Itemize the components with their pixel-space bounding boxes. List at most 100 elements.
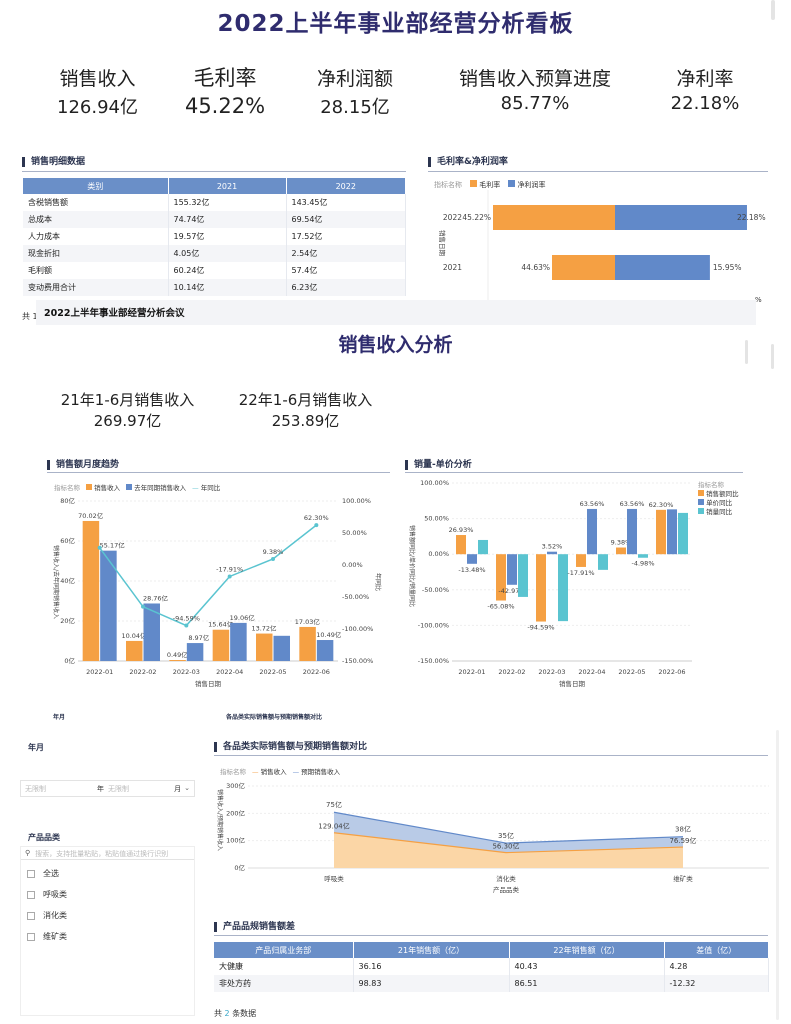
table-cell: 155.32亿	[168, 194, 287, 211]
column-header[interactable]: 2022	[286, 178, 406, 194]
checkbox-digestive[interactable]: 消化类	[27, 910, 194, 921]
kpi-22-sales: 22年1-6月销售收入 253.89亿	[238, 391, 373, 430]
divider	[214, 935, 768, 936]
table-row[interactable]: 变动费用合计 10.14亿 6.23亿	[23, 279, 406, 296]
bar	[678, 512, 688, 555]
table-cell: 17.52亿	[286, 228, 406, 245]
x-tick-label: 2022-05	[618, 668, 645, 676]
category-search-input[interactable]: ⚲ 搜索，支持批量粘贴，粘贴值通过换行识别	[21, 847, 194, 860]
data-label: 62.30%	[304, 514, 329, 522]
line-point	[227, 574, 232, 579]
y-axis-label: 销售收入/去年同期销售收入	[52, 545, 60, 619]
data-label: 17.03亿	[295, 617, 321, 626]
column-header[interactable]: 22年销售额（亿）	[509, 942, 665, 958]
y-tick-label: 0.00%	[428, 550, 449, 558]
bar	[558, 554, 568, 622]
bar	[316, 640, 334, 661]
divider	[47, 472, 390, 473]
line-point	[184, 623, 189, 628]
x-axis-label: 产品品类	[493, 885, 520, 894]
table-cell: 36.16	[353, 958, 510, 975]
legend-item[interactable]: 销售收入	[86, 482, 120, 492]
table-row[interactable]: 含税销售额 155.32亿 143.45亿	[23, 194, 406, 211]
data-label: -17.91%	[567, 569, 594, 577]
monthly-chart: 0亿 20亿 40亿 60亿 80亿 -150.00% -100.00% -50.00% 0.0…	[52, 496, 382, 688]
area-chart-title: 各品类实际销售额与预期销售额对比	[214, 742, 367, 752]
y-tick-label: -150.00%	[418, 657, 449, 665]
month-unit: 月	[174, 785, 182, 793]
scrollbar[interactable]	[771, 344, 774, 369]
month-filter-label: 年月	[28, 743, 44, 752]
margin-chart: 2022 45.22% 22.18% 2021 44.63% 15.95% 销售日期	[438, 190, 766, 300]
month-input[interactable]: 无限制	[108, 785, 129, 793]
data-label: 44.63%	[521, 263, 550, 272]
column-header[interactable]: 2021	[168, 178, 287, 194]
scrollbar[interactable]	[745, 340, 748, 364]
data-label: -65.08%	[487, 603, 514, 611]
table-cell: 含税销售额	[23, 194, 169, 211]
volume-price-chart: -150.00% -100.00% -50.00% 0.00% 50.00% 100.00…	[408, 479, 692, 688]
checkbox-all[interactable]: 全选	[27, 868, 194, 879]
chevron-down-icon[interactable]: ⌄	[184, 784, 190, 792]
data-label: -42.97%	[498, 587, 525, 595]
y2-tick-label: -100.00%	[342, 625, 373, 633]
table-row[interactable]: 总成本 74.74亿 69.54亿	[23, 211, 406, 228]
column-header[interactable]: 产品归属业务部	[214, 942, 354, 958]
legend-item[interactable]: — 预期销售收入	[292, 768, 341, 776]
legend-item[interactable]: 净利润率	[508, 180, 545, 190]
legend-item[interactable]: 去年同期销售收入	[126, 482, 186, 492]
line-point	[314, 523, 319, 528]
legend-item[interactable]: — 销售收入	[252, 768, 287, 776]
y-tick-label: -100.00%	[418, 621, 449, 629]
x-tick-label: 维矿类	[673, 874, 693, 883]
data-label: 62.30%	[649, 501, 674, 509]
table-row[interactable]: 人力成本 19.57亿 17.52亿	[23, 228, 406, 245]
y2-tick-label: 50.00%	[342, 529, 367, 537]
scrollbar[interactable]	[771, 0, 775, 20]
legend-item[interactable]: — 年同比	[192, 484, 221, 492]
line-sales	[333, 832, 684, 854]
scrollbar[interactable]	[776, 730, 779, 1020]
table-row[interactable]: 毛利额 60.24亿 57.4亿	[23, 262, 406, 279]
table-cell: 4.28	[664, 958, 769, 975]
x-tick-label: 2022-04	[216, 668, 243, 676]
legend-item[interactable]: 销售额同比	[698, 490, 739, 499]
y-tick-label: 20亿	[60, 616, 75, 625]
detail-table-footer: 共 1	[22, 312, 38, 321]
year-input[interactable]: 无限制	[25, 785, 46, 793]
bar	[496, 554, 506, 601]
y-tick-label: 300亿	[226, 781, 245, 790]
divider	[405, 472, 743, 473]
table-row[interactable]: 大健康 36.16 40.43 4.28	[214, 958, 769, 975]
section-title: 销售收入分析	[338, 334, 453, 356]
legend-item[interactable]: 毛利率	[470, 180, 500, 190]
column-header[interactable]: 差值（亿）	[664, 942, 769, 958]
x-tick-label: 2022-03	[538, 668, 565, 676]
data-label: -4.98%	[632, 560, 655, 568]
legend-item[interactable]: 销量同比	[698, 508, 739, 517]
y-tick-label: 0亿	[64, 656, 75, 665]
axis-tail-label: %	[755, 296, 762, 304]
bar	[256, 633, 273, 661]
margin-chart-legend: 指标名称 毛利率 净利润率	[434, 180, 546, 190]
column-header[interactable]: 21年销售额（亿）	[353, 942, 510, 958]
kpi-gross-margin: 毛利率 45.22%	[184, 66, 266, 118]
table-row[interactable]: 现金折扣 4.05亿 2.54亿	[23, 245, 406, 262]
data-label: -94.59%	[173, 615, 200, 623]
faint-label: 年月	[53, 714, 66, 721]
table-row[interactable]: 非处方药 98.83 86.51 -12.32	[214, 975, 769, 992]
bar	[598, 554, 608, 570]
column-header[interactable]: 类别	[23, 178, 169, 194]
dashboard-title: 2022上半年事业部经营分析看板	[217, 11, 574, 37]
checkbox-respiratory[interactable]: 呼吸类	[27, 889, 194, 900]
checkbox-vitamin[interactable]: 维矿类	[27, 931, 194, 942]
month-range-input[interactable]: 无限制 年 无限制 月 ⌄	[20, 780, 195, 797]
detail-table-title: 销售明细数据	[22, 157, 85, 167]
table-cell: 143.45亿	[286, 194, 406, 211]
data-label: 3.52%	[542, 543, 563, 551]
margin-chart-title: 毛利率&净利润率	[428, 157, 508, 167]
bar	[82, 520, 100, 661]
legend-item[interactable]: 单价同比	[698, 499, 739, 508]
product-table-footer: 共 2 条数据	[214, 1009, 257, 1018]
bar	[493, 205, 615, 230]
